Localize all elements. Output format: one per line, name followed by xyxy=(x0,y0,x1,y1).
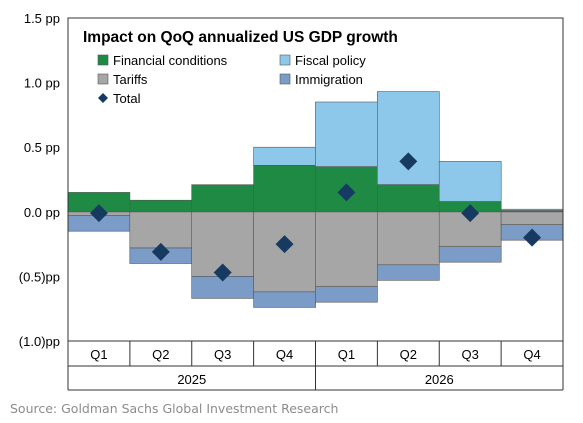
bar-fiscal-policy xyxy=(315,101,378,167)
bar-layer xyxy=(67,91,564,308)
total-marker xyxy=(461,204,480,223)
x-tick-label: Q3 xyxy=(214,347,231,362)
x-tick-label: Q3 xyxy=(462,347,479,362)
y-tick-label: 1.5 pp xyxy=(24,11,60,26)
total-marker xyxy=(275,235,294,254)
x-tick-label: Q1 xyxy=(90,347,107,362)
x-tick-label: Q4 xyxy=(276,347,293,362)
bar-immigration xyxy=(315,286,378,303)
bar-tariffs xyxy=(500,211,564,226)
y-tick-label: 1.0 pp xyxy=(24,76,60,91)
legend-label: Immigration xyxy=(295,72,363,87)
legend: Financial conditions Fiscal policy Tariffs… xyxy=(97,53,366,106)
x-tick-label: Q4 xyxy=(523,347,540,362)
bar-immigration xyxy=(438,246,502,263)
total-marker xyxy=(523,228,542,247)
total-marker xyxy=(337,183,356,202)
bar-financial-conditions xyxy=(376,184,440,213)
bar-tariffs xyxy=(315,211,378,288)
year-label: 2025 xyxy=(177,372,206,387)
total-marker xyxy=(213,263,232,282)
total-marker xyxy=(399,152,418,171)
legend-swatch xyxy=(97,73,109,85)
bar-financial-conditions xyxy=(191,184,254,213)
bar-tariffs xyxy=(129,211,193,249)
x-tick-label: Q2 xyxy=(400,347,417,362)
source-note: Source: Goldman Sachs Global Investment … xyxy=(10,401,339,416)
year-label: 2026 xyxy=(425,372,454,387)
bar-fiscal-policy xyxy=(438,161,502,202)
x-tick-label: Q2 xyxy=(152,347,169,362)
y-tick-label: (1.0)pp xyxy=(19,334,60,349)
legend-label: Tariffs xyxy=(113,72,148,87)
bar-immigration xyxy=(376,264,440,281)
legend-label: Financial conditions xyxy=(113,53,228,68)
y-tick-label: 0.0 pp xyxy=(24,205,60,220)
bar-fiscal-policy xyxy=(500,208,564,211)
y-tick-label: 0.5 pp xyxy=(24,140,60,155)
legend-swatch xyxy=(97,54,109,66)
total-marker xyxy=(151,242,170,261)
bar-immigration xyxy=(253,291,316,308)
y-axis-ticks: 1.5 pp 1.0 pp 0.5 pp 0.0 pp (0.5)pp (1.0)pp xyxy=(19,11,60,349)
legend-marker xyxy=(98,93,108,103)
x-tick-label: Q1 xyxy=(338,347,355,362)
total-marker xyxy=(89,204,108,223)
bar-financial-conditions xyxy=(129,199,193,213)
legend-swatch xyxy=(279,73,291,85)
bar-tariffs xyxy=(376,211,440,266)
y-tick-label: (0.5)pp xyxy=(19,269,60,284)
legend-swatch xyxy=(279,54,291,66)
bar-financial-conditions xyxy=(253,165,316,213)
bar-fiscal-policy xyxy=(376,91,440,185)
legend-label: Total xyxy=(113,91,141,106)
bar-fiscal-policy xyxy=(253,146,316,166)
total-marker-layer xyxy=(89,152,542,282)
chart-title: Impact on QoQ annualized US GDP growth xyxy=(83,29,398,46)
x-axis: Q1 Q2 Q3 Q4 Q1 Q2 Q3 Q4 2025 2026 xyxy=(67,341,564,391)
legend-label: Fiscal policy xyxy=(295,53,366,68)
